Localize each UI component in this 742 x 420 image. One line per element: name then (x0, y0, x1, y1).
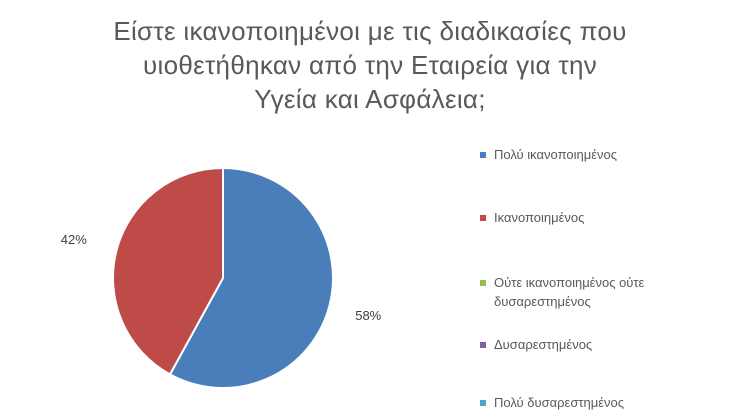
legend-label-4: Δυσαρεστημένος (494, 335, 592, 354)
legend-swatch-4 (480, 342, 486, 348)
pie-slice-2 (112, 166, 224, 376)
legend-label-3: Ούτε ικανοποιημένος ούτε δυσαρεστημένος (494, 273, 644, 311)
legend-item-4: Δυσαρεστημένος (480, 335, 592, 354)
legend-label-1: Πολύ ικανοποιημένος (494, 145, 617, 164)
legend-label-line: δυσαρεστημένος (494, 294, 591, 309)
legend-swatch-5 (480, 400, 486, 406)
legend-swatch-2 (480, 215, 486, 221)
chart-title: Είστε ικανοποιημένοι με τις διαδικασίες … (40, 14, 700, 116)
legend-item-5: Πολύ δυσαρεστημένος (480, 393, 624, 412)
legend-label-line: Ικανοποιημένος (494, 210, 585, 225)
data-label-1: 58% (355, 307, 382, 323)
legend-label-line: Πολύ δυσαρεστημένος (494, 395, 625, 410)
legend-item-1: Πολύ ικανοποιημένος (480, 145, 617, 164)
legend-label-5: Πολύ δυσαρεστημένος (494, 393, 624, 412)
legend-label-line: Δυσαρεστημένος (494, 337, 593, 352)
chart-title-line-1: Είστε ικανοποιημένοι με τις διαδικασίες … (113, 16, 627, 46)
legend-item-2: Ικανοποιημένος (480, 208, 584, 227)
legend-item-3: Ούτε ικανοποιημένος ούτε δυσαρεστημένος (480, 273, 644, 311)
legend-swatch-3 (480, 280, 486, 286)
legend-swatch-1 (480, 152, 486, 158)
chart-title-line-3: Υγεία και Ασφάλεια; (254, 84, 486, 114)
legend-label-line: Ούτε ικανοποιημένος ούτε (494, 275, 645, 290)
legend-label-line: Πολύ ικανοποιημένος (494, 147, 617, 162)
data-label-2: 42% (60, 232, 87, 248)
pie-slice-1 (168, 166, 334, 389)
legend-label-2: Ικανοποιημένος (494, 208, 584, 227)
chart-title-line-2: υιοθετήθηκαν από την Εταιρεία για την (142, 50, 598, 80)
